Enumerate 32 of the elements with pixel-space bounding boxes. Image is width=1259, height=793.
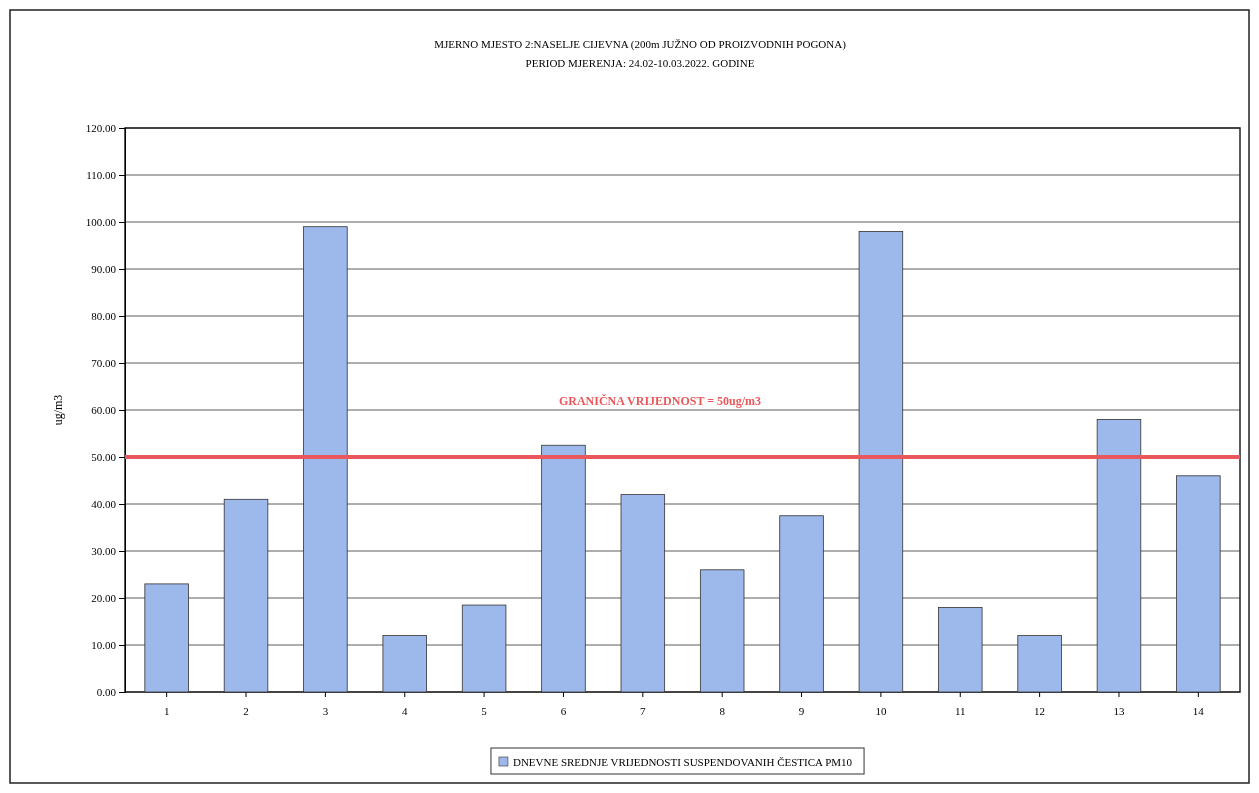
x-tick-label: 11 xyxy=(954,705,966,718)
x-tick-label: 7 xyxy=(640,705,647,718)
x-tick-label: 1 xyxy=(163,705,170,718)
y-tick-label: 80.00 xyxy=(91,310,117,323)
y-tick-label: 90.00 xyxy=(91,263,117,276)
y-tick-label: 120.00 xyxy=(85,122,117,135)
ref-line-label: GRANIČNA VRIJEDNOST = 50ug/m3 xyxy=(558,394,762,409)
x-tick-label: 9 xyxy=(798,705,805,718)
y-tick-label: 100.00 xyxy=(85,216,117,229)
y-tick-label: 50.00 xyxy=(91,451,117,464)
y-tick-label: 70.00 xyxy=(91,357,117,370)
chart-subtitle: PERIOD MJERENJA: 24.02-10.03.2022. GODINE xyxy=(525,57,755,69)
x-tick-label: 3 xyxy=(322,705,329,718)
x-tick-label: 2 xyxy=(243,705,249,718)
x-tick-label: 10 xyxy=(875,705,887,718)
legend-label: DNEVNE SREDNJE VRIJEDNOSTI SUSPENDOVANIH ČESTICA PM10 xyxy=(512,756,853,768)
y-tick-label: 40.00 xyxy=(91,498,117,511)
chart-title: MJERNO MJESTO 2:NASELJE CIJEVNA (200m JUŽNO OD PROIZVODNIH POGONA) xyxy=(434,38,847,51)
y-axis-title: ug/m3 xyxy=(51,394,65,426)
y-tick-label: 30.00 xyxy=(91,545,117,558)
x-tick-label: 4 xyxy=(401,705,408,718)
y-tick-label: 110.00 xyxy=(86,169,117,182)
x-tick-label: 14 xyxy=(1192,705,1205,718)
x-tick-label: 6 xyxy=(560,705,567,718)
y-tick-label: 20.00 xyxy=(91,592,117,605)
y-tick-label: 0.00 xyxy=(96,686,117,699)
x-tick-label: 13 xyxy=(1113,705,1125,718)
x-tick-label: 5 xyxy=(481,705,488,718)
x-tick-label: 12 xyxy=(1034,705,1046,718)
y-tick-label: 60.00 xyxy=(91,404,117,417)
x-tick-label: 8 xyxy=(719,705,726,718)
y-tick-label: 10.00 xyxy=(91,639,117,652)
